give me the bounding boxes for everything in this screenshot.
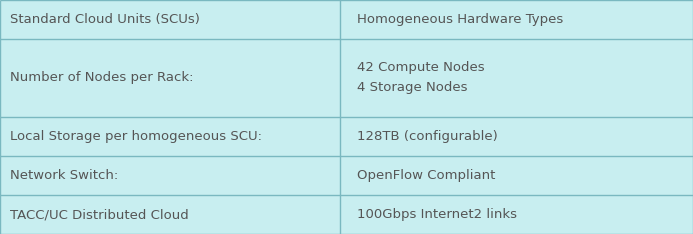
Text: OpenFlow Compliant: OpenFlow Compliant — [357, 169, 495, 182]
Bar — [340, 117, 693, 156]
Text: Homogeneous Hardware Types: Homogeneous Hardware Types — [357, 13, 563, 26]
Bar — [340, 0, 693, 39]
Text: Local Storage per homogeneous SCU:: Local Storage per homogeneous SCU: — [10, 130, 263, 143]
Bar — [0, 0, 340, 39]
Bar — [0, 195, 340, 234]
Bar — [340, 156, 693, 195]
Bar — [0, 39, 340, 117]
Text: Number of Nodes per Rack:: Number of Nodes per Rack: — [10, 72, 194, 84]
Bar — [0, 156, 340, 195]
Text: 100Gbps Internet2 links: 100Gbps Internet2 links — [357, 208, 517, 221]
Text: Standard Cloud Units (SCUs): Standard Cloud Units (SCUs) — [10, 13, 200, 26]
Text: Network Switch:: Network Switch: — [10, 169, 119, 182]
Text: 128TB (configurable): 128TB (configurable) — [357, 130, 498, 143]
Text: 42 Compute Nodes
4 Storage Nodes: 42 Compute Nodes 4 Storage Nodes — [357, 62, 484, 95]
Text: TACC/UC Distributed Cloud: TACC/UC Distributed Cloud — [10, 208, 189, 221]
Bar — [340, 39, 693, 117]
Bar — [340, 195, 693, 234]
Bar — [0, 117, 340, 156]
